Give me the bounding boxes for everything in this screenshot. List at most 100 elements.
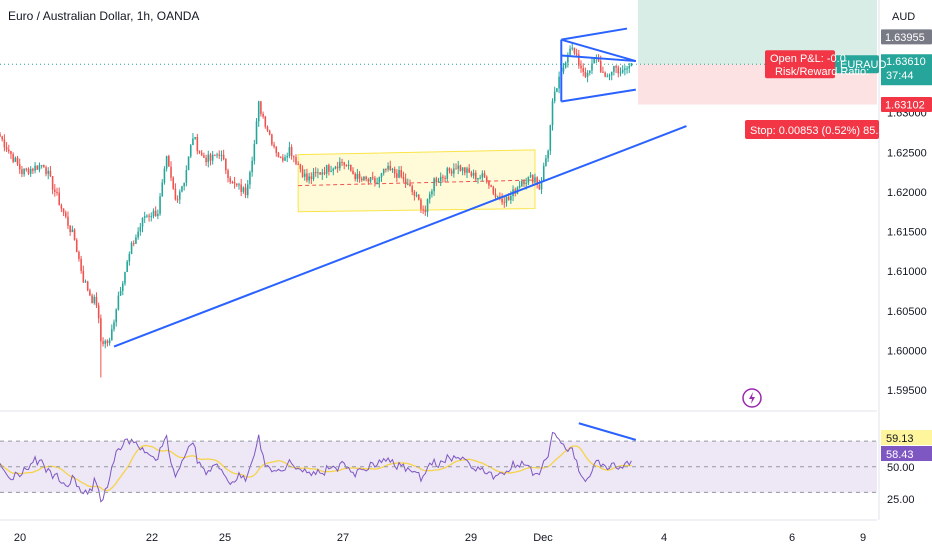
candle-body <box>264 116 267 127</box>
candle-body <box>106 340 109 344</box>
candle-body <box>3 139 6 148</box>
candle-body <box>225 159 227 171</box>
candle-body <box>255 121 258 144</box>
candle-body <box>27 169 30 174</box>
candle-body <box>64 212 67 217</box>
candle-body <box>246 184 249 196</box>
candle-body <box>553 91 556 101</box>
candle-body <box>23 168 25 175</box>
candle-body <box>354 173 356 180</box>
candle-body <box>54 189 56 192</box>
candle-body <box>194 137 196 139</box>
candle-body <box>25 168 28 170</box>
candle-body <box>84 281 87 283</box>
candle-body <box>306 173 308 181</box>
candle-body <box>262 114 264 117</box>
candle-body <box>56 191 58 193</box>
candle-body <box>417 194 420 200</box>
candle-body <box>492 186 495 194</box>
candle-body <box>97 305 100 319</box>
rsi-tick-label: 25.00 <box>887 494 915 506</box>
candle-body <box>424 209 427 213</box>
candle-body <box>599 61 602 72</box>
candle-body <box>521 181 523 186</box>
lightning-bolt <box>749 392 755 404</box>
candle-body <box>450 170 453 174</box>
candle-body <box>527 176 530 183</box>
candle-body <box>34 165 36 171</box>
candle-body <box>356 173 359 180</box>
candle-body <box>257 101 260 122</box>
time-tick-label: 20 <box>14 532 26 544</box>
candle-body <box>301 168 304 177</box>
candle-body <box>398 169 400 178</box>
time-tick-label: 4 <box>661 532 667 544</box>
candle-body <box>358 173 361 179</box>
candle-body <box>496 196 499 198</box>
candle-body <box>205 157 207 163</box>
candle-body <box>60 205 63 209</box>
candle-body <box>428 194 431 200</box>
candle-body <box>211 154 214 161</box>
candle-body <box>531 175 534 183</box>
rsi-ma-badge <box>881 430 932 445</box>
candle-body <box>29 168 32 174</box>
time-tick-label: 22 <box>146 532 158 544</box>
candle-body <box>615 66 617 68</box>
candle-body <box>229 177 232 182</box>
candle-body <box>328 165 330 172</box>
parallel-channel <box>297 149 536 213</box>
candle-body <box>479 177 481 179</box>
candle-body <box>189 145 192 157</box>
candle-body <box>466 168 468 173</box>
candle-body <box>73 229 76 241</box>
candle-body <box>352 170 354 174</box>
candle-body <box>161 182 164 197</box>
candle-body <box>591 63 593 71</box>
candle-body <box>630 63 633 67</box>
flag-top-line <box>561 38 637 63</box>
channel-midline <box>298 179 535 187</box>
candle-body <box>536 177 538 185</box>
candle-body <box>400 169 403 177</box>
candle-body <box>18 164 21 170</box>
candle-body <box>336 166 339 169</box>
candle-body <box>409 183 411 187</box>
candle-body <box>501 198 503 203</box>
candle-body <box>141 217 144 227</box>
candle-body <box>470 172 473 176</box>
candle-body <box>378 177 381 183</box>
candle-body <box>172 177 175 189</box>
candle-body <box>564 62 567 68</box>
candle-body <box>49 170 52 177</box>
candle-body <box>558 76 560 89</box>
rsi-value: 58.43 <box>886 449 914 461</box>
candle-body <box>330 170 332 172</box>
candle-body <box>132 243 135 245</box>
candle-body <box>472 172 475 176</box>
symbol-tag: EURAUD <box>840 59 887 71</box>
candle-body <box>604 72 606 77</box>
candle-body <box>584 71 587 77</box>
candle-body <box>547 150 549 159</box>
candle-body <box>292 156 295 158</box>
candle-body <box>100 318 102 342</box>
candle-body <box>562 67 565 72</box>
candle-body <box>389 165 392 171</box>
candle-body <box>181 186 183 192</box>
candle-body <box>488 181 490 186</box>
rsi-badge <box>881 446 932 461</box>
candle-body <box>571 47 574 49</box>
candle-body <box>5 147 8 150</box>
time-tick-label: 29 <box>465 532 477 544</box>
candle-body <box>312 172 315 179</box>
candle-body <box>380 173 383 178</box>
candle-body <box>413 191 416 196</box>
candle-body <box>115 309 118 323</box>
candle-body <box>45 167 47 174</box>
candle-body <box>350 164 352 171</box>
candle-body <box>505 196 508 203</box>
candle-body <box>435 178 438 183</box>
